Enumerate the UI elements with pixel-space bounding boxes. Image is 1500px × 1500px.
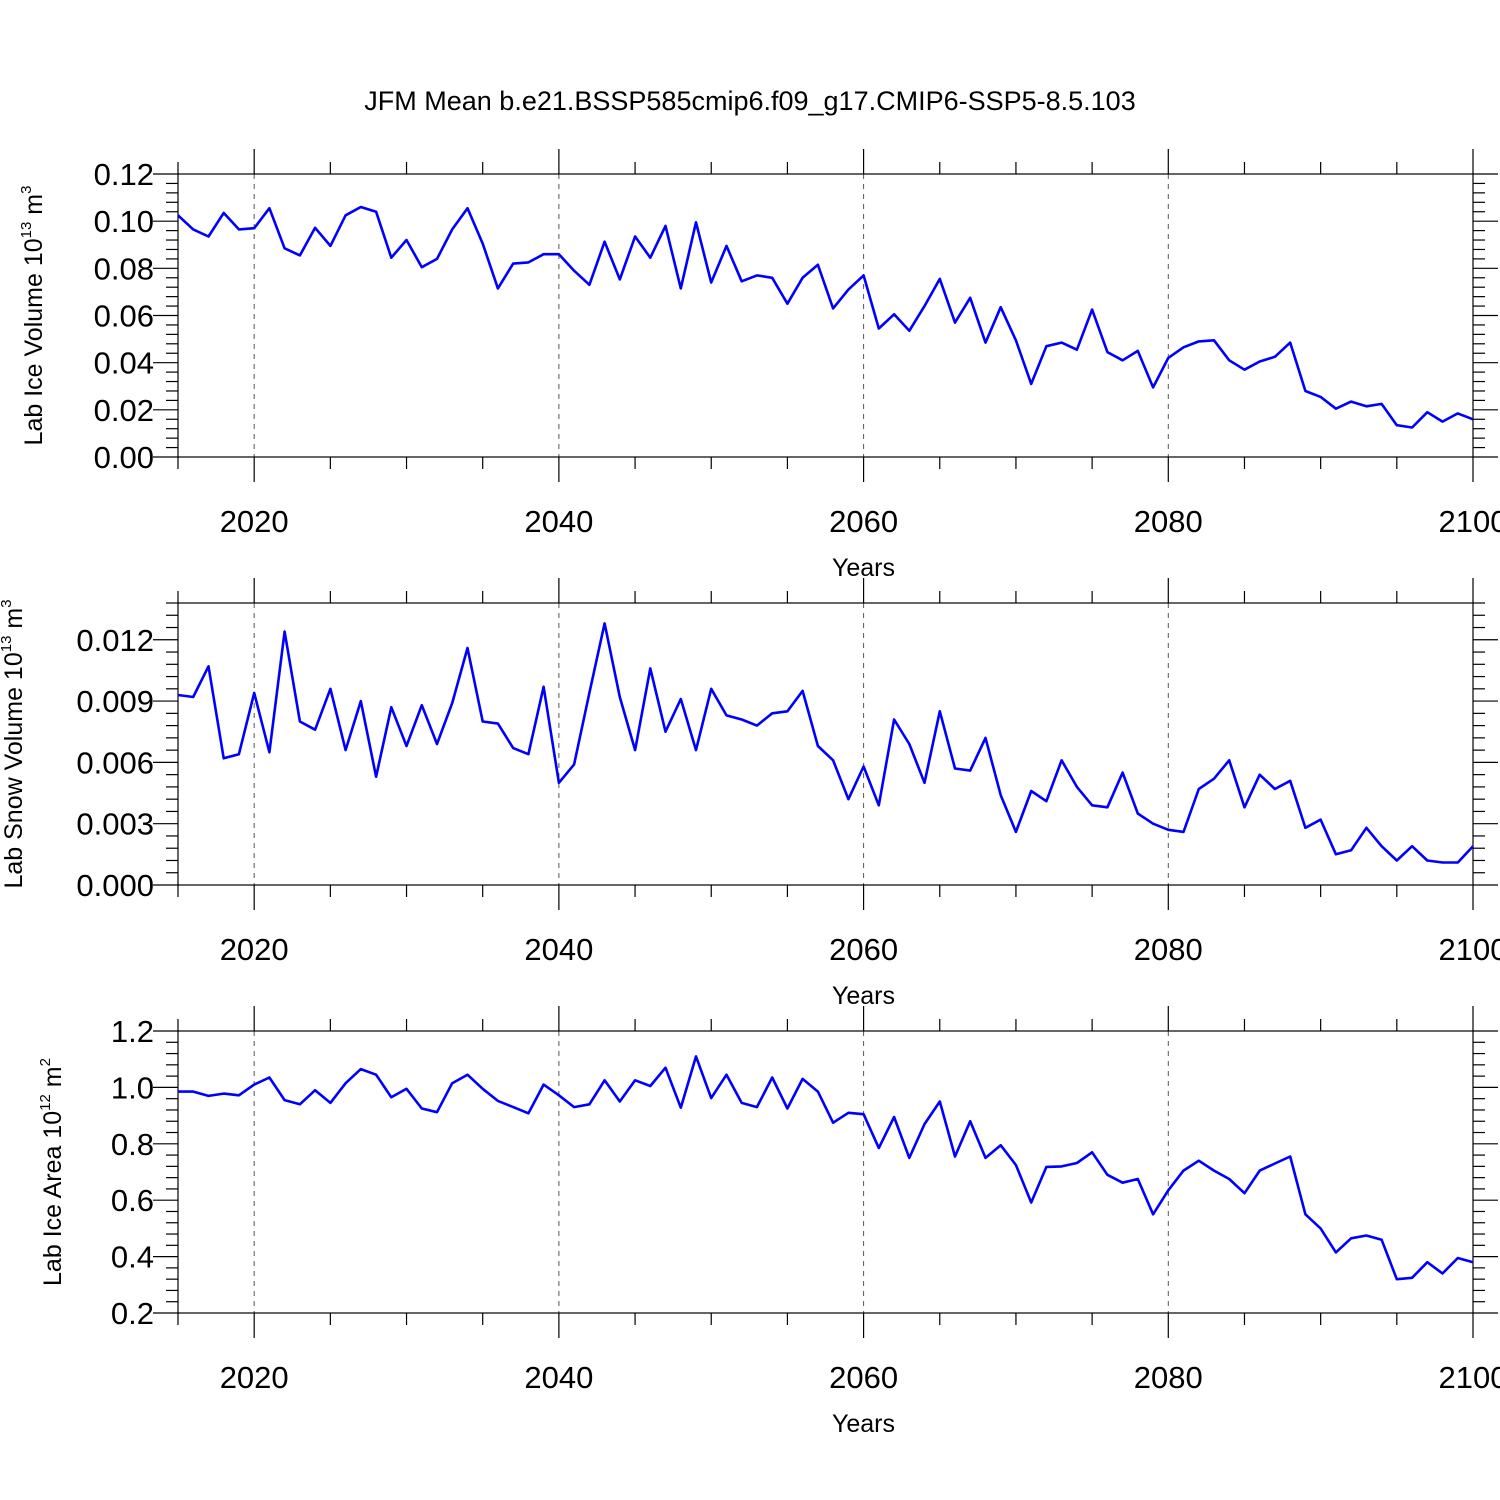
x-tick-label: 2100 <box>1439 932 1500 967</box>
y-tick-label: 0.08 <box>94 251 154 286</box>
y-axis-title-text: m <box>0 608 28 636</box>
x-axis-title: Years <box>832 554 895 582</box>
plot-frame <box>177 602 1474 886</box>
y-axis-title-superscript: 3 <box>0 599 15 607</box>
y-axis-title-text: Lab Ice Volume 10 <box>20 238 48 445</box>
figure-title: JFM Mean b.e21.BSSP585cmip6.f09_g17.CMIP… <box>364 86 1135 116</box>
chart-panel-3: 2020 2040 2060 2080 2100 0.2 0.4 0.6 0.8 1.0 1.2 Ye… <box>37 1006 1500 1438</box>
y-axis-title-text: Lab Ice Area 10 <box>39 1111 67 1286</box>
y-tick-label: 0.00 <box>94 440 154 475</box>
x-tick-label: 2020 <box>220 932 289 967</box>
y-tick-label: 0.12 <box>94 157 154 192</box>
y-axis-title-superscript: 13 <box>18 222 35 239</box>
x-tick-label: 2100 <box>1439 504 1500 539</box>
chart-panel-2: 2020 2040 2060 2080 2100 0.000 0.003 0.006 0.009… <box>0 578 1500 1010</box>
y-axis-title-text: m <box>39 1066 67 1094</box>
x-tick-label: 2040 <box>524 932 593 967</box>
x-tick-label: 2080 <box>1134 932 1203 967</box>
x-tick-label: 2060 <box>829 504 898 539</box>
x-axis-title: Years <box>832 982 895 1010</box>
y-axis-title-superscript: 12 <box>37 1094 54 1111</box>
y-axis-title: Lab Ice Volume 1013 m3 <box>18 186 48 446</box>
x-tick-label: 2020 <box>220 504 289 539</box>
x-tick-label: 2080 <box>1134 504 1203 539</box>
x-axis-title: Years <box>832 1410 895 1438</box>
y-axis-title-text: Lab Snow Volume 10 <box>0 652 28 888</box>
y-tick-label: 0.000 <box>76 868 154 903</box>
y-tick-label: 0.009 <box>76 684 154 719</box>
x-tick-label: 2040 <box>524 504 593 539</box>
y-tick-label: 0.006 <box>76 745 154 780</box>
plot-frame <box>177 1030 1474 1314</box>
x-tick-label: 2060 <box>829 1360 898 1395</box>
y-axis-title-superscript: 2 <box>37 1058 54 1066</box>
y-tick-label: 0.2 <box>111 1296 154 1331</box>
x-tick-label: 2100 <box>1439 1360 1500 1395</box>
series-line <box>177 622 1474 864</box>
series-line <box>178 1055 1474 1281</box>
y-axis-title: Lab Snow Volume 1013 m3 <box>0 599 28 888</box>
y-tick-label: 0.04 <box>94 346 154 381</box>
y-tick-label: 0.02 <box>94 393 154 428</box>
y-tick-label: 0.012 <box>76 623 154 658</box>
x-tick-label: 2080 <box>1134 1360 1203 1395</box>
y-tick-label: 0.10 <box>94 204 154 239</box>
plot-frame <box>177 173 1474 458</box>
y-tick-label: 1.2 <box>111 1014 154 1049</box>
y-tick-label: 1.0 <box>111 1070 154 1105</box>
y-axis-title: Lab Ice Area 1012 m2 <box>37 1058 67 1286</box>
y-axis-title-superscript: 3 <box>18 186 35 194</box>
y-tick-label: 0.4 <box>111 1240 154 1275</box>
y-axis-title-text: m <box>20 194 48 222</box>
x-tick-label: 2020 <box>220 1360 289 1395</box>
y-tick-label: 0.06 <box>94 299 154 334</box>
panels: 2020 2040 2060 2080 2100 0.00 0.02 0.04 0.06 0.08… <box>0 149 1500 1438</box>
x-tick-label: 2060 <box>829 932 898 967</box>
y-tick-label: 0.6 <box>111 1183 154 1218</box>
y-tick-label: 0.003 <box>76 807 154 842</box>
y-axis-title-superscript: 13 <box>0 636 15 653</box>
chart-panel-1: 2020 2040 2060 2080 2100 0.00 0.02 0.04 0.06 0.08… <box>18 149 1500 582</box>
x-tick-label: 2040 <box>524 1360 593 1395</box>
y-tick-label: 0.8 <box>111 1127 154 1162</box>
series-line <box>177 205 1474 429</box>
